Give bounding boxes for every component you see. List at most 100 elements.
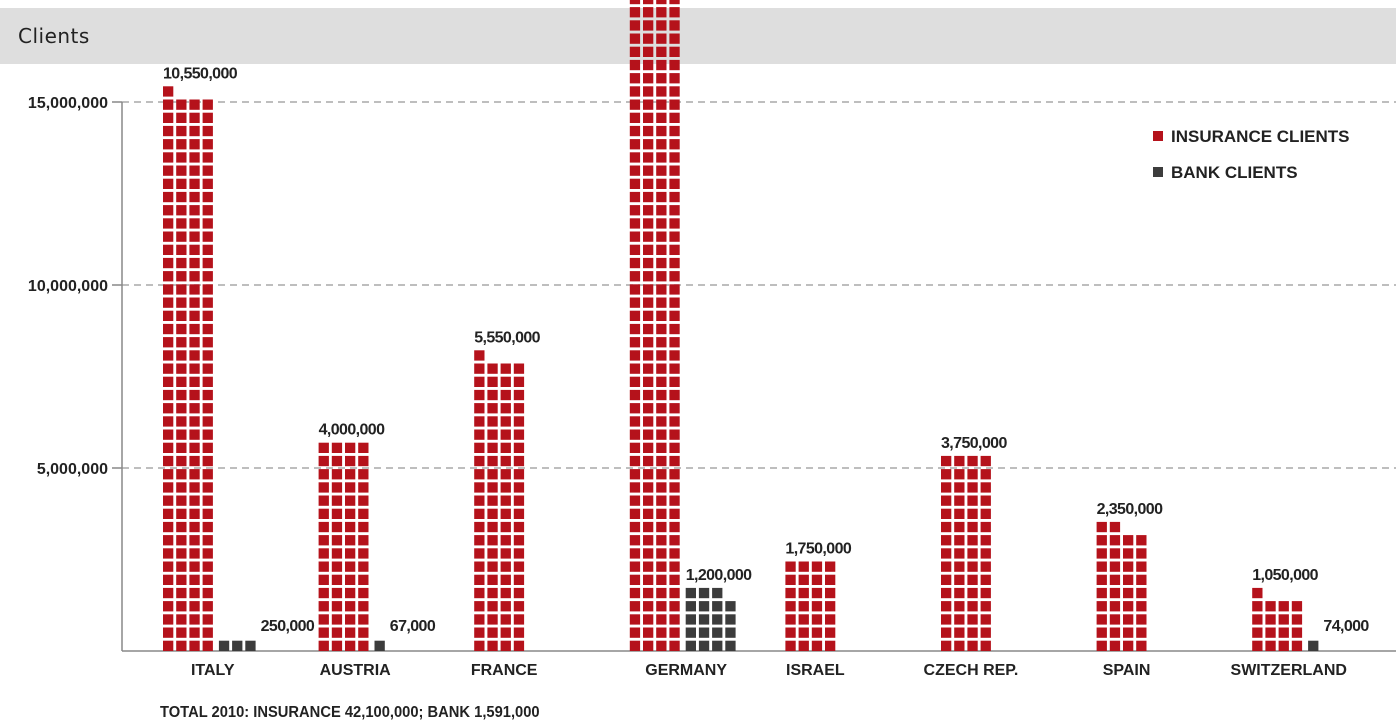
bank-bar-cell: [1308, 640, 1319, 651]
insurance-bar-cell: [643, 152, 654, 163]
insurance-bar-cell: [176, 112, 187, 123]
insurance-bar-cell: [487, 469, 498, 480]
insurance-bar-cell: [176, 231, 187, 242]
insurance-bar-cell: [474, 376, 485, 387]
insurance-bar-cell: [331, 627, 343, 638]
insurance-bar-cell: [629, 125, 641, 137]
insurance-bar-cell: [163, 165, 174, 176]
insurance-bar-cell: [345, 535, 356, 546]
insurance-bar-cell: [811, 587, 823, 599]
insurance-bar-cell: [474, 442, 485, 453]
insurance-bar-cell: [500, 469, 511, 480]
insurance-bar-cell: [656, 548, 667, 559]
insurance-bar-cell: [980, 521, 991, 533]
insurance-bar-cell: [163, 244, 174, 255]
insurance-bar-cell: [318, 640, 329, 651]
insurance-bar-cell: [1109, 535, 1121, 546]
insurance-value-label: 5,550,000: [474, 329, 540, 346]
x-tick-label: SWITZERLAND: [1231, 662, 1347, 679]
insurance-bar-cell: [189, 587, 200, 599]
bank-bar-cell: [698, 640, 710, 651]
insurance-bar-cell: [189, 574, 200, 585]
insurance-bar-cell: [189, 323, 200, 335]
insurance-bar-cell: [954, 601, 965, 612]
insurance-bar-cell: [513, 469, 525, 480]
insurance-bar-cell: [189, 640, 200, 651]
insurance-bar-cell: [331, 495, 343, 506]
insurance-bar-cell: [656, 244, 667, 255]
insurance-bar-cell: [643, 33, 654, 44]
insurance-bar-cell: [1252, 614, 1263, 625]
insurance-bar-cell: [643, 482, 654, 493]
insurance-bar-cell: [656, 416, 667, 427]
insurance-bar-cell: [656, 284, 667, 295]
insurance-bar-cell: [967, 508, 978, 519]
insurance-bar-cell: [500, 389, 511, 401]
insurance-bar-cell: [1109, 521, 1121, 533]
insurance-bar-cell: [656, 521, 667, 533]
insurance-bar-cell: [629, 403, 641, 414]
insurance-bar-cell: [189, 561, 200, 572]
insurance-bar-cell: [189, 284, 200, 295]
insurance-bar-cell: [318, 561, 329, 572]
insurance-bar-cell: [163, 376, 174, 387]
insurance-bar-cell: [643, 627, 654, 638]
insurance-bar-cell: [1109, 548, 1121, 559]
insurance-bar-cell: [954, 574, 965, 585]
insurance-bar-cell: [643, 310, 654, 321]
insurance-bar-cell: [629, 323, 641, 335]
insurance-bar-cell: [331, 548, 343, 559]
insurance-bar-cell: [1096, 640, 1107, 651]
insurance-bar-cell: [669, 297, 680, 308]
insurance-bar-cell: [643, 574, 654, 585]
insurance-bar-cell: [318, 495, 329, 506]
insurance-bar-cell: [189, 482, 200, 493]
insurance-bar-cell: [967, 561, 978, 572]
insurance-bar-cell: [513, 495, 525, 506]
bank-bar-cell: [232, 640, 243, 651]
insurance-bar-cell: [189, 125, 200, 137]
insurance-bar-cell: [941, 587, 952, 599]
insurance-bar-cell: [1109, 640, 1121, 651]
insurance-bar-cell: [358, 535, 369, 546]
insurance-bar-cell: [487, 495, 498, 506]
insurance-bar-cell: [500, 495, 511, 506]
insurance-bar-cell: [358, 587, 369, 599]
bank-bar-cell: [698, 587, 710, 599]
insurance-bar-cell: [954, 521, 965, 533]
insurance-bar-cell: [500, 429, 511, 440]
insurance-bar-cell: [176, 561, 187, 572]
insurance-bar-cell: [331, 482, 343, 493]
insurance-bar-cell: [358, 455, 369, 467]
insurance-bar-cell: [798, 640, 809, 651]
insurance-bar-cell: [176, 178, 187, 189]
insurance-bar-cell: [656, 125, 667, 137]
insurance-bar-cell: [202, 363, 213, 374]
insurance-bar-cell: [1265, 627, 1276, 638]
insurance-bar-cell: [643, 350, 654, 361]
insurance-bar-cell: [785, 574, 796, 585]
insurance-bar-cell: [474, 614, 485, 625]
insurance-bar-cell: [163, 218, 174, 229]
insurance-bar-cell: [513, 587, 525, 599]
insurance-bar-cell: [825, 587, 836, 599]
insurance-bar-cell: [629, 20, 641, 31]
insurance-bar-cell: [669, 363, 680, 374]
insurance-bar-cell: [163, 416, 174, 427]
insurance-bar-cell: [474, 601, 485, 612]
insurance-bar-cell: [513, 376, 525, 387]
insurance-bar-cell: [669, 7, 680, 18]
insurance-bar-cell: [643, 205, 654, 216]
bank-bar-cell: [698, 601, 710, 612]
insurance-bar-cell: [656, 112, 667, 123]
insurance-bar-cell: [656, 20, 667, 31]
bank-bar-cell: [374, 640, 385, 651]
insurance-bar-cell: [643, 231, 654, 242]
legend-swatch: [1153, 167, 1163, 177]
chart-title: Clients: [18, 24, 90, 48]
insurance-bar-cell: [474, 482, 485, 493]
insurance-bar-cell: [669, 508, 680, 519]
insurance-bar-cell: [358, 640, 369, 651]
insurance-bar-cell: [629, 627, 641, 638]
insurance-bar-cell: [318, 587, 329, 599]
